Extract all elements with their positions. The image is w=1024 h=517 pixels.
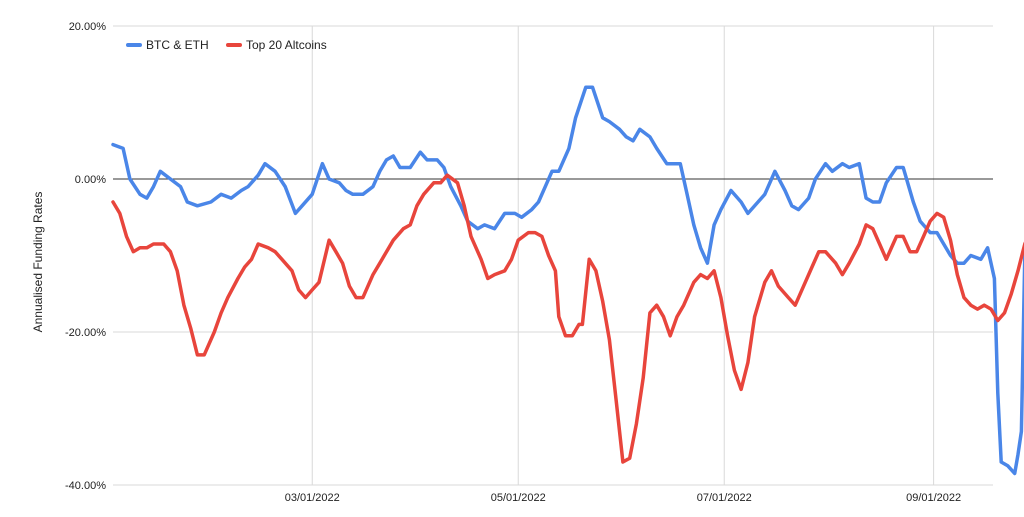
y-tick-label: 0.00% <box>75 174 106 186</box>
y-tick-label: 20.00% <box>69 21 107 33</box>
y-axis-title: Annualised Funding Rates <box>31 192 45 333</box>
axes: 20.00% 0.00% -20.00% -40.00% 03/01/2022 05/01… <box>65 21 993 504</box>
series-line-top20-altcoins <box>111 173 1024 464</box>
series-lines <box>111 85 1024 476</box>
x-tick-label: 07/01/2022 <box>697 492 752 504</box>
x-tick-label: 05/01/2022 <box>491 492 546 504</box>
legend-label: BTC & ETH <box>146 38 209 52</box>
legend: BTC & ETH Top 20 Altcoins <box>126 38 327 52</box>
y-tick-label: -40.00% <box>65 480 106 492</box>
series-line-btc-eth <box>111 85 1024 476</box>
x-tick-label: 09/01/2022 <box>906 492 961 504</box>
gridlines <box>113 25 993 486</box>
y-tick-label: -20.00% <box>65 327 106 339</box>
legend-label: Top 20 Altcoins <box>246 38 327 52</box>
x-tick-label: 03/01/2022 <box>285 492 340 504</box>
